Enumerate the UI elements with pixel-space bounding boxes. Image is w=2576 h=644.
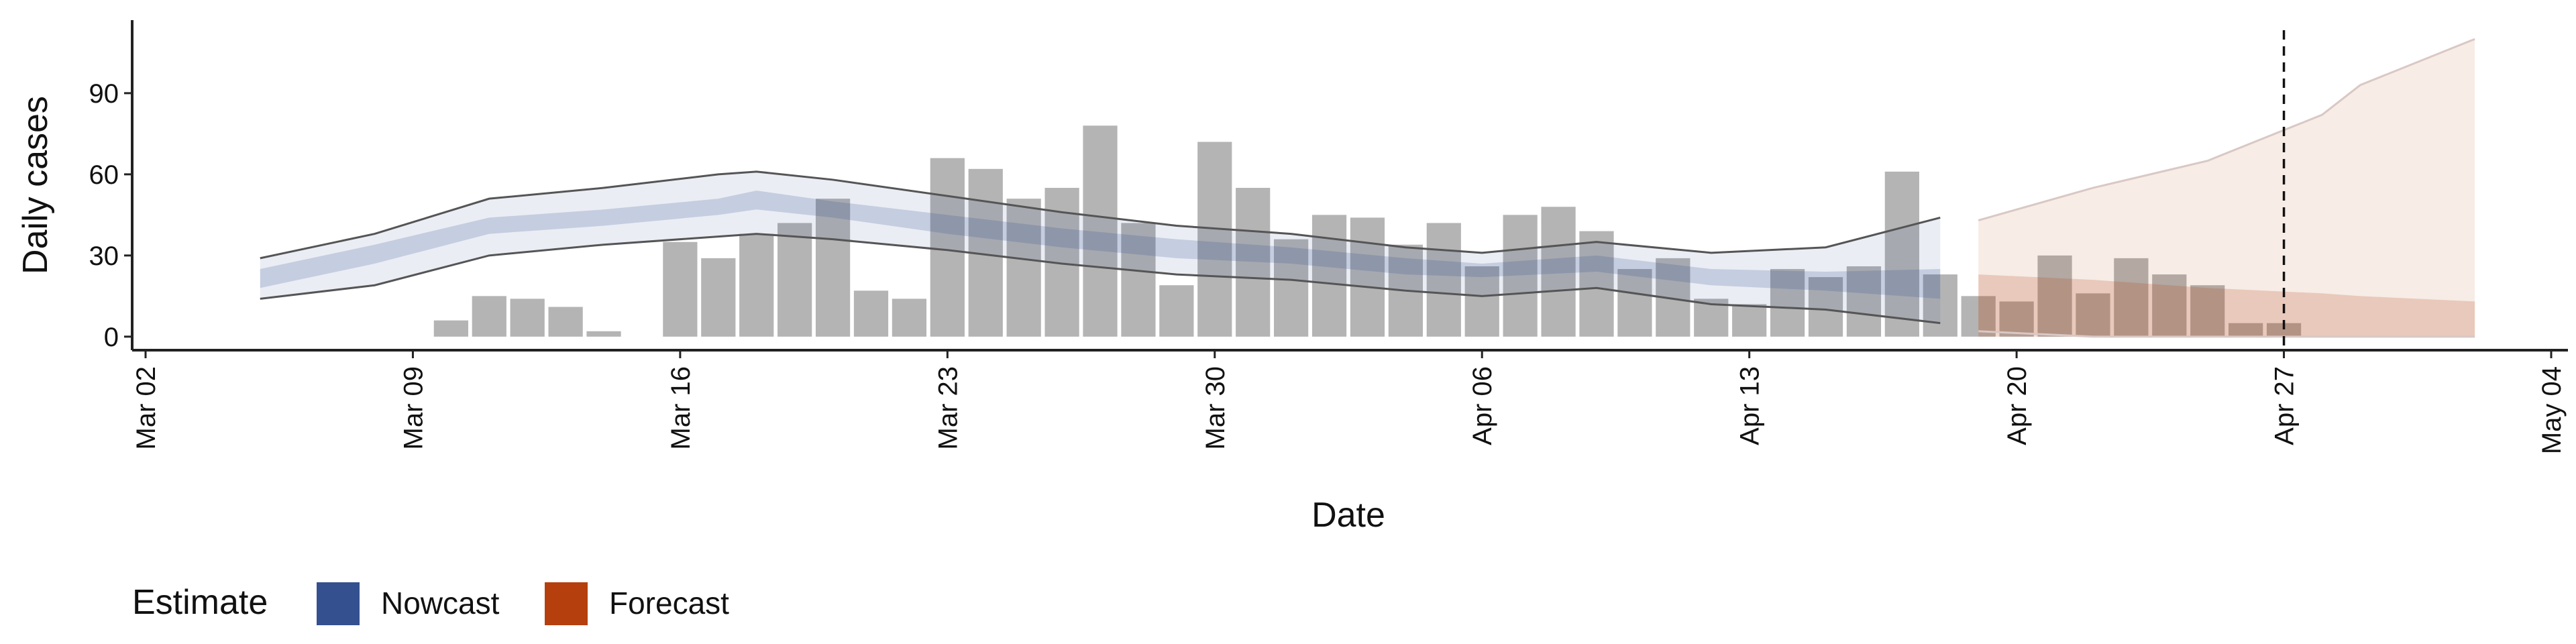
legend-label: Nowcast	[381, 586, 500, 621]
bar	[2190, 285, 2225, 337]
bar	[739, 233, 774, 337]
bar	[2266, 323, 2302, 337]
x-axis-title: Date	[1311, 496, 1385, 535]
x-tick-label: Apr 13	[1735, 366, 1765, 445]
y-axis-title: Daily cases	[16, 96, 55, 274]
bar	[892, 299, 927, 337]
band	[260, 191, 1941, 299]
bar	[1083, 125, 1118, 337]
bar	[1579, 231, 1614, 337]
x-tick-label: Apr 06	[1468, 366, 1497, 445]
x-tick-label: Mar 02	[131, 366, 161, 450]
bar	[1236, 188, 1271, 337]
bar	[586, 331, 621, 337]
bar	[433, 320, 468, 337]
bar	[2152, 274, 2187, 337]
bar	[1961, 296, 1996, 337]
bar	[1426, 223, 1461, 337]
bar	[1350, 217, 1385, 337]
bar	[472, 296, 506, 337]
bar	[777, 223, 812, 337]
x-tick-label: Apr 20	[2002, 366, 2032, 445]
x-tick-label: May 04	[2537, 366, 2567, 454]
legend-label: Forecast	[609, 586, 729, 621]
bar	[510, 299, 545, 337]
bound-line	[260, 233, 1941, 325]
legend-key	[545, 582, 588, 625]
y-tick-label: 30	[89, 241, 119, 271]
bar	[1503, 215, 1538, 337]
bar	[1464, 266, 1499, 337]
x-tick-label: Apr 27	[2270, 366, 2300, 445]
bar	[1770, 269, 1805, 337]
bar	[701, 258, 736, 337]
legend-key	[317, 582, 360, 625]
bar	[1617, 269, 1652, 337]
band	[1978, 274, 2475, 337]
legend-title: Estimate	[132, 583, 268, 622]
x-tick-label: Mar 09	[398, 366, 428, 450]
bar	[1808, 277, 1843, 337]
x-tick-label: Mar 30	[1201, 366, 1230, 450]
bar	[1159, 285, 1194, 337]
bar	[1274, 239, 1309, 337]
bar	[2037, 255, 2072, 337]
x-tick-label: Mar 16	[666, 366, 696, 450]
bar	[2114, 258, 2149, 337]
bar	[930, 158, 965, 337]
band	[260, 171, 1941, 323]
bar	[1311, 215, 1347, 337]
bar	[1006, 199, 1041, 337]
bar	[2076, 293, 2110, 337]
bar	[1923, 274, 1957, 337]
bound-line	[260, 170, 1941, 260]
bar	[548, 307, 583, 337]
bar	[1197, 142, 1232, 337]
bar	[1121, 223, 1156, 337]
bar	[815, 199, 851, 337]
y-tick-label: 60	[89, 160, 119, 190]
bound-line	[1978, 330, 2475, 338]
y-tick-label: 0	[104, 323, 119, 352]
band	[1978, 39, 2475, 337]
bound-line	[1978, 38, 2475, 221]
bar	[853, 290, 889, 337]
bar	[2229, 323, 2263, 337]
bar	[1846, 266, 1882, 337]
x-tick-label: Mar 23	[933, 366, 963, 450]
bar	[1541, 207, 1576, 337]
bar	[663, 241, 698, 337]
bar	[1732, 304, 1767, 337]
y-tick-label: 90	[89, 79, 119, 109]
bar	[1999, 301, 2034, 337]
bar	[1884, 171, 1919, 337]
